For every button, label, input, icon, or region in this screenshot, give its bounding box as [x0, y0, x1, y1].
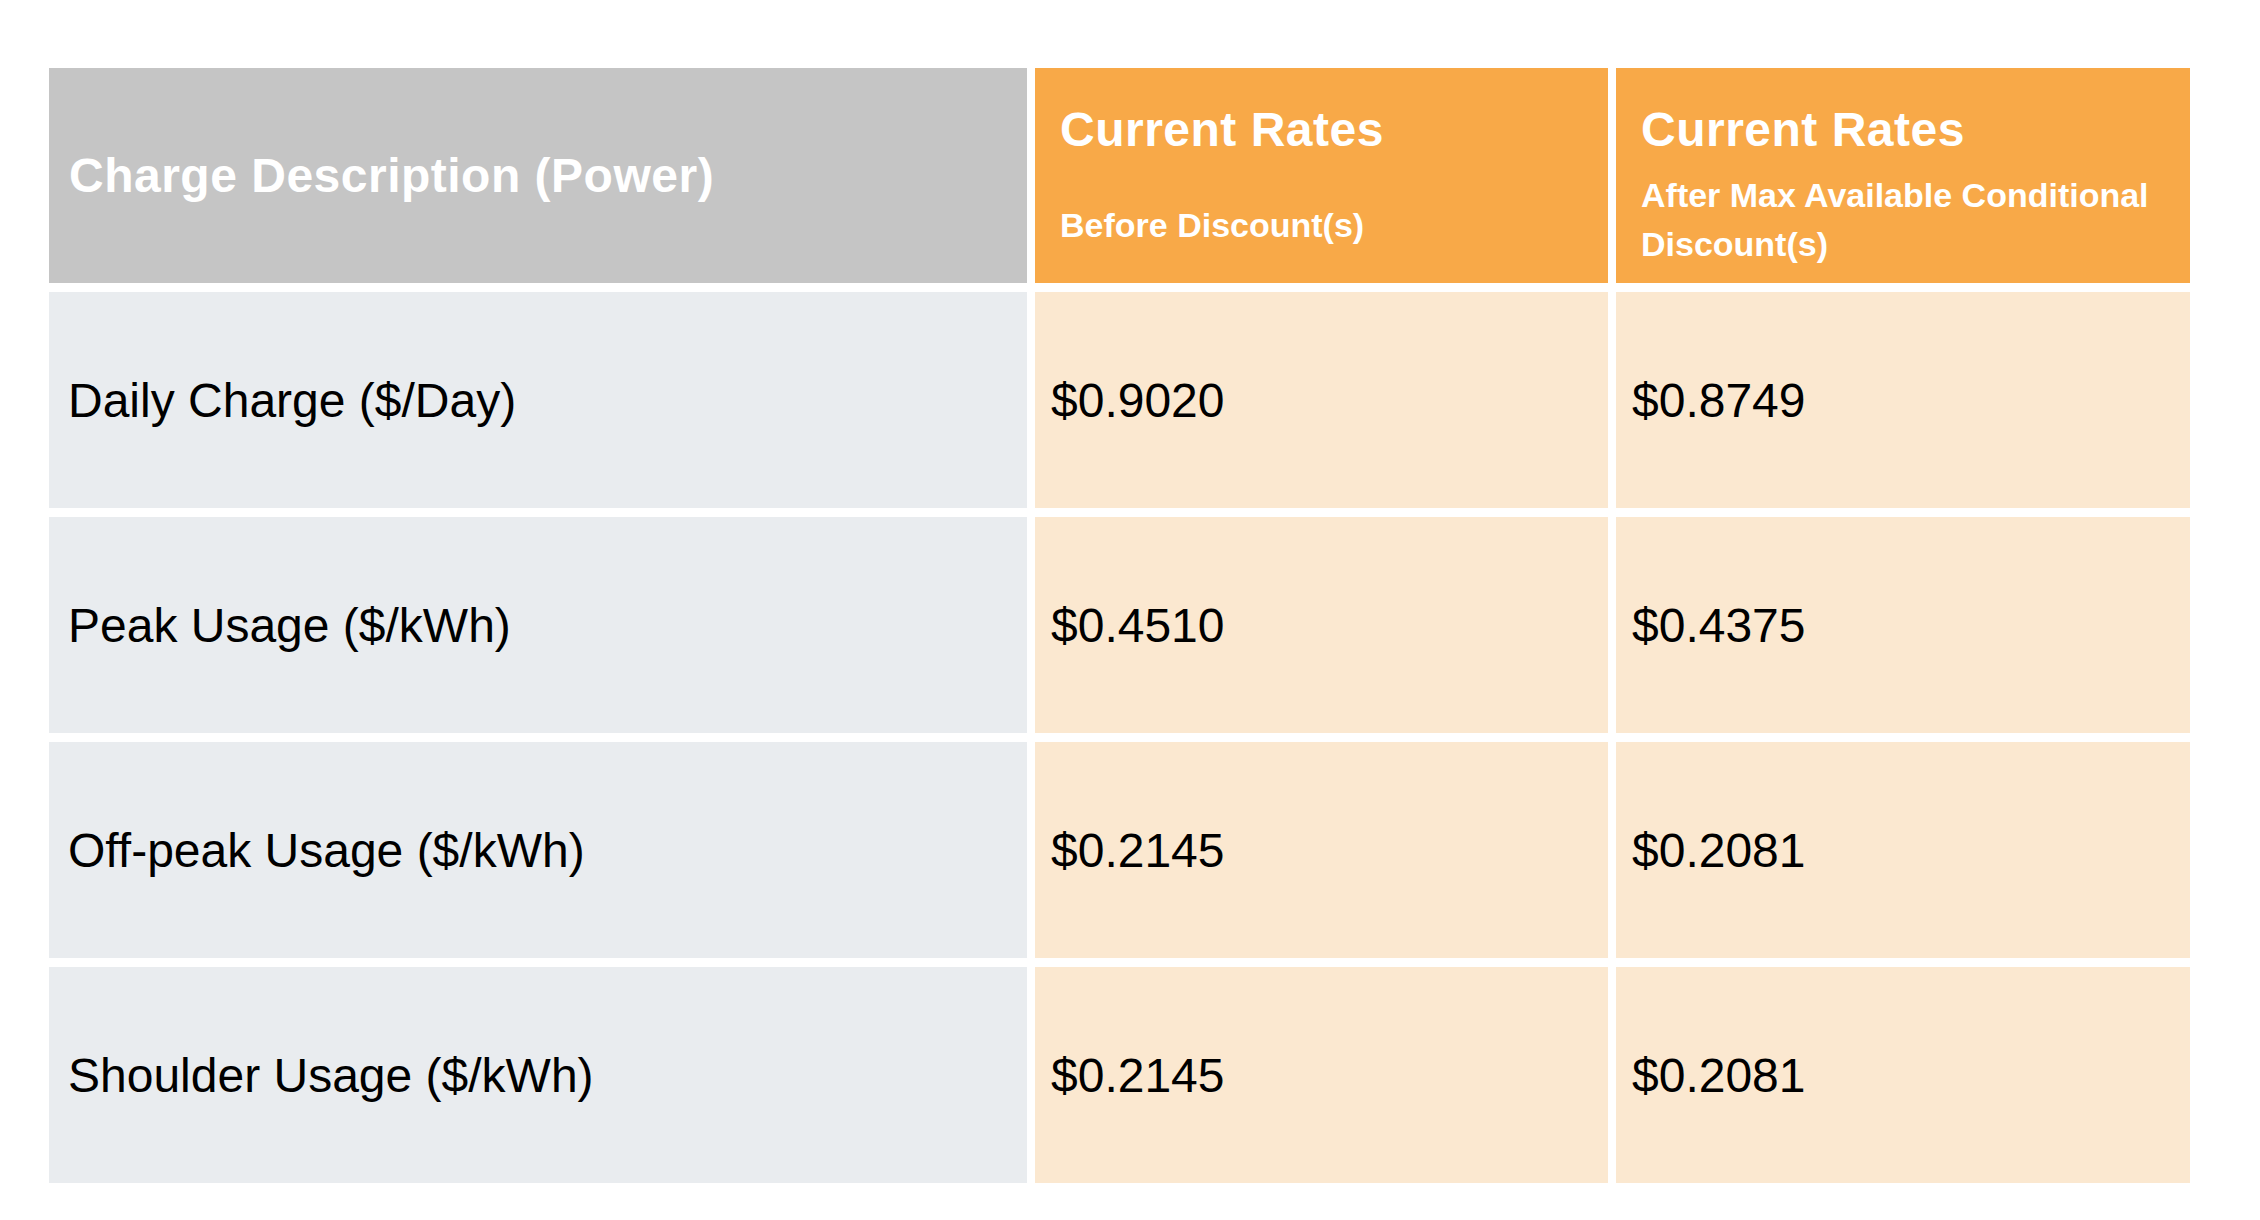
rate-value-text: $0.4375	[1632, 598, 1806, 653]
row-shoulder-usage-rate-before: $0.2145	[1035, 967, 1608, 1183]
rate-value-text: $0.2145	[1051, 823, 1225, 878]
rate-value-text: $0.9020	[1051, 373, 1225, 428]
charge-description-text: Shoulder Usage ($/kWh)	[68, 1048, 594, 1103]
header-current-rates-before-subtitle: Before Discount(s)	[1060, 201, 1582, 250]
power-rates-table: Charge Description (Power) Current Rates…	[49, 68, 2190, 1183]
power-rates-page: Charge Description (Power) Current Rates…	[0, 0, 2260, 1220]
charge-description-text: Peak Usage ($/kWh)	[68, 598, 511, 653]
header-charge-description-label: Charge Description (Power)	[69, 148, 714, 203]
rate-value-text: $0.4510	[1051, 598, 1225, 653]
rate-value-text: $0.2081	[1632, 1048, 1806, 1103]
row-offpeak-usage-label: Off-peak Usage ($/kWh)	[49, 742, 1027, 958]
header-current-rates-after-subtitle-line2: Discount(s)	[1641, 220, 2164, 269]
row-peak-usage-label: Peak Usage ($/kWh)	[49, 517, 1027, 733]
rate-value-text: $0.2081	[1632, 823, 1806, 878]
row-shoulder-usage-label: Shoulder Usage ($/kWh)	[49, 967, 1027, 1183]
header-current-rates-after-subtitle: After Max Available Conditional Discount…	[1641, 171, 2164, 270]
header-current-rates-after-subtitle-line1: After Max Available Conditional	[1641, 171, 2164, 220]
rate-value-text: $0.8749	[1632, 373, 1806, 428]
row-peak-usage-rate-after: $0.4375	[1616, 517, 2190, 733]
row-daily-charge-rate-before: $0.9020	[1035, 292, 1608, 508]
row-offpeak-usage-rate-before: $0.2145	[1035, 742, 1608, 958]
row-daily-charge-label: Daily Charge ($/Day)	[49, 292, 1027, 508]
row-shoulder-usage-rate-after: $0.2081	[1616, 967, 2190, 1183]
header-current-rates-before-title: Current Rates	[1060, 104, 1582, 157]
row-peak-usage-rate-before: $0.4510	[1035, 517, 1608, 733]
header-current-rates-after-title: Current Rates	[1641, 104, 2164, 157]
charge-description-text: Daily Charge ($/Day)	[68, 373, 516, 428]
header-charge-description: Charge Description (Power)	[49, 68, 1027, 283]
rate-value-text: $0.2145	[1051, 1048, 1225, 1103]
header-current-rates-after: Current Rates After Max Available Condit…	[1616, 68, 2190, 283]
row-offpeak-usage-rate-after: $0.2081	[1616, 742, 2190, 958]
charge-description-text: Off-peak Usage ($/kWh)	[68, 823, 585, 878]
row-daily-charge-rate-after: $0.8749	[1616, 292, 2190, 508]
header-current-rates-before: Current Rates Before Discount(s)	[1035, 68, 1608, 283]
